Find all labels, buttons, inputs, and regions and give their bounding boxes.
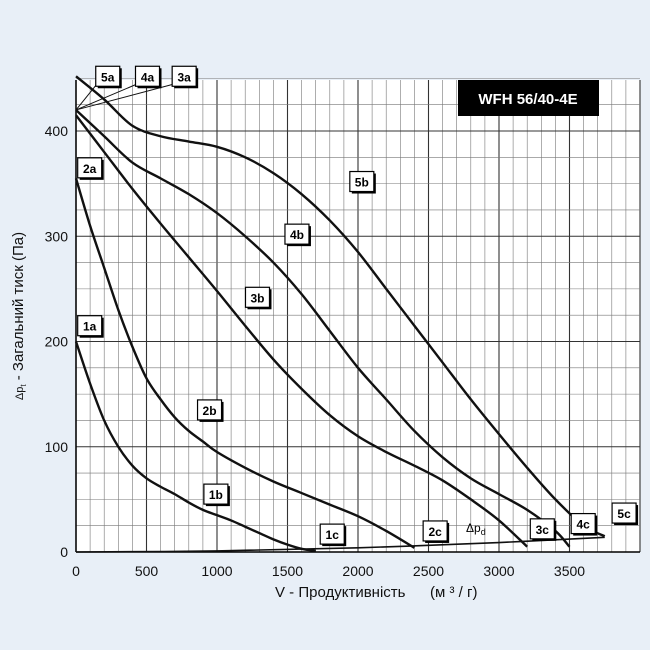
curve-label-box xyxy=(203,483,229,505)
curve-label-3b: 3b xyxy=(244,286,272,310)
curve-dynamic-pressure xyxy=(75,536,605,553)
y-tick-label: 200 xyxy=(45,334,69,350)
y-tick-label: 300 xyxy=(45,228,69,244)
curve-label-3a: 3a xyxy=(171,65,199,89)
curve-label-4b: 4b xyxy=(284,223,311,247)
curve-label-box xyxy=(611,502,637,524)
curve-label-2a: 2a xyxy=(77,157,104,180)
curve-label-box xyxy=(244,286,271,308)
curve-label-text: 2c xyxy=(428,525,442,539)
x-tick-label: 2000 xyxy=(342,563,373,579)
dp-sub: d xyxy=(481,527,486,537)
dp-symbol: Δp xyxy=(466,521,481,535)
model-badge-bg xyxy=(458,80,599,116)
curve-label-5a: 5a xyxy=(95,65,122,89)
curve-2 xyxy=(74,178,416,549)
curve-label-text: 1a xyxy=(83,320,97,334)
curve-label-box xyxy=(570,512,596,535)
curve-label-1b: 1b xyxy=(203,483,230,507)
curve-label-text: 5a xyxy=(101,70,115,84)
y-axis-sub: t xyxy=(19,384,28,387)
leader-line xyxy=(75,83,137,111)
curve-label-box xyxy=(349,170,375,193)
curve-label-box xyxy=(95,65,121,87)
x-axis-unit: (м ³ / г) xyxy=(430,584,477,601)
x-tick-label: 1500 xyxy=(272,563,303,579)
y-tick-label: 0 xyxy=(60,544,68,560)
curve-label-box xyxy=(134,65,161,87)
curve-label-text: 4b xyxy=(290,228,304,242)
curve-label-text: 1c xyxy=(326,528,340,542)
y-axis-text: - Загальний тиск (Па) xyxy=(10,232,27,385)
curve-label-text: 4c xyxy=(577,518,591,532)
curve-label-box xyxy=(319,523,345,545)
x-tick-label: 2500 xyxy=(413,563,444,579)
y-axis-title: Δpt - Загальний тиск (Па) xyxy=(10,232,28,400)
curve-label-box xyxy=(196,399,223,421)
curve-label-text: 2b xyxy=(203,404,217,418)
y-axis-symbol: Δp xyxy=(14,387,26,400)
curve-label-text: 1b xyxy=(209,488,223,502)
curve-label-text: 3b xyxy=(250,291,264,305)
x-tick-label: 3000 xyxy=(483,563,514,579)
curves xyxy=(74,75,606,553)
curve-1 xyxy=(74,341,316,553)
curve-label-2b: 2b xyxy=(196,399,224,422)
curve-label-box xyxy=(77,315,103,337)
curve-label-box xyxy=(422,520,448,542)
x-tick-label: 3500 xyxy=(554,563,585,579)
curve-3 xyxy=(75,114,529,548)
curve-label-text: 2a xyxy=(83,162,97,176)
chart-title: WFH 56/40-4E xyxy=(478,91,577,108)
curve-label-4c: 4c xyxy=(570,512,598,536)
y-tick-label: 400 xyxy=(45,123,69,139)
curve-label-5b: 5b xyxy=(349,170,376,194)
curve-label-box xyxy=(77,157,103,179)
curve-label-box xyxy=(171,65,197,87)
curve-label-1a: 1a xyxy=(77,315,104,338)
curve-label-text: 5b xyxy=(355,176,369,190)
svg-text:Δpt - Загальний тиск (Па): Δpt - Загальний тиск (Па) xyxy=(10,232,28,400)
curve-label-1c: 1c xyxy=(319,523,347,547)
curve-4 xyxy=(75,109,571,548)
x-tick-label: 500 xyxy=(135,563,159,579)
x-tick-label: 1000 xyxy=(201,563,232,579)
x-axis-label: V - Продуктивність xyxy=(275,584,406,601)
curve-label-2c: 2c xyxy=(422,520,450,543)
curve-label-text: 5c xyxy=(617,507,631,521)
curve-label-text: 4a xyxy=(141,70,155,84)
curve-label-5c: 5c xyxy=(611,502,639,526)
curve-label-text: 3c xyxy=(536,523,550,537)
y-tick-label: 100 xyxy=(45,439,69,455)
dynamic-pressure-annotation: Δpd xyxy=(466,521,486,537)
curve-label-text: 3a xyxy=(177,70,191,84)
x-axis-title: V - Продуктивність (м ³ / г) xyxy=(275,584,477,601)
leader-line xyxy=(75,83,98,111)
leader-line xyxy=(75,83,174,111)
curve-5 xyxy=(75,75,606,538)
x-tick-label: 0 xyxy=(72,563,80,579)
curve-label-box xyxy=(284,223,310,245)
grid xyxy=(75,78,641,553)
curve-label-3c: 3c xyxy=(529,518,557,541)
curve-labels: 5a 4a 3a 2a 1a 5b 4b 3b 2b 1b 1c 2c 3c 4c 5c xyxy=(77,65,639,547)
svg-text:Δpd: Δpd xyxy=(466,521,486,537)
curve-label-4a: 4a xyxy=(134,65,162,89)
model-badge: WFH 56/40-4E xyxy=(458,80,599,116)
curve-label-box xyxy=(529,518,555,540)
